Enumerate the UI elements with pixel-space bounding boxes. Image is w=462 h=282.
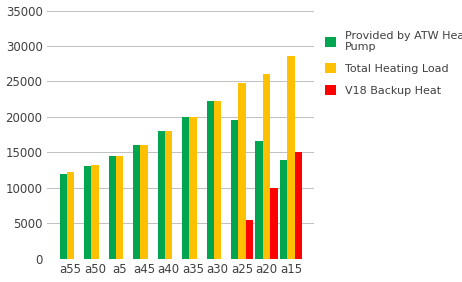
- Bar: [116, 156, 123, 259]
- Bar: [207, 101, 214, 259]
- Bar: [140, 145, 148, 259]
- Bar: [109, 156, 116, 259]
- Bar: [67, 172, 74, 259]
- Bar: [295, 152, 302, 259]
- Bar: [60, 173, 67, 259]
- Bar: [189, 117, 197, 259]
- Bar: [263, 74, 270, 259]
- Bar: [214, 101, 221, 259]
- Bar: [287, 56, 295, 259]
- Bar: [238, 83, 246, 259]
- Bar: [165, 131, 172, 259]
- Bar: [255, 141, 263, 259]
- Bar: [84, 166, 91, 259]
- Bar: [270, 188, 278, 259]
- Bar: [158, 131, 165, 259]
- Bar: [91, 165, 99, 259]
- Bar: [246, 220, 253, 259]
- Bar: [182, 117, 189, 259]
- Bar: [231, 120, 238, 259]
- Legend: Provided by ATW Heat
Pump, Total Heating Load, V18 Backup Heat: Provided by ATW Heat Pump, Total Heating…: [322, 28, 462, 98]
- Bar: [280, 160, 287, 259]
- Bar: [133, 145, 140, 259]
